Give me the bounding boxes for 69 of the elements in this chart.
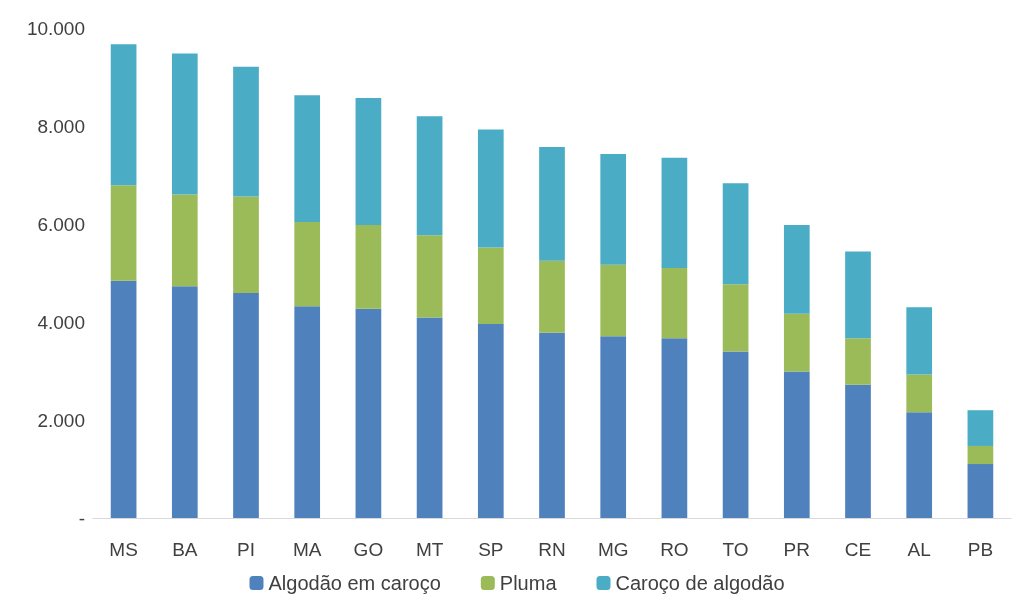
- x-tick-label: RO: [660, 539, 689, 560]
- bar: [967, 464, 994, 518]
- bar: [845, 251, 871, 339]
- bar: [233, 293, 259, 518]
- bar: [967, 445, 994, 465]
- x-tick-label: BA: [172, 539, 198, 560]
- bar: [477, 129, 504, 248]
- bar: [722, 351, 749, 518]
- x-tick-label: AL: [907, 539, 931, 560]
- bar: [661, 338, 688, 518]
- bar: [416, 116, 443, 236]
- bar: [661, 157, 688, 269]
- y-tick-label: 8.000: [37, 115, 85, 137]
- y-tick-label: 10.000: [26, 17, 85, 39]
- bar: [355, 98, 382, 225]
- bar: [600, 153, 627, 265]
- bar: [722, 284, 749, 352]
- bar: [110, 280, 137, 518]
- bar: [539, 332, 565, 518]
- bar: [294, 95, 321, 223]
- bar: [294, 222, 321, 307]
- legend-label: Pluma: [499, 572, 558, 594]
- bar: [171, 194, 198, 287]
- bar: [294, 306, 321, 518]
- bar: [845, 338, 871, 385]
- bar: [539, 147, 565, 261]
- bar: [906, 374, 933, 413]
- legend-label: Caroço de algodão: [615, 572, 785, 594]
- bar: [355, 224, 382, 309]
- bar: [110, 185, 137, 281]
- bar: [416, 317, 443, 518]
- bar: [477, 247, 504, 324]
- bar: [539, 260, 565, 333]
- bar: [171, 286, 198, 518]
- x-tick-label: MG: [597, 539, 629, 560]
- bar: [355, 308, 382, 518]
- x-tick-label: SP: [478, 539, 504, 560]
- bar: [600, 336, 627, 518]
- x-tick-label: CE: [844, 539, 872, 560]
- bar: [783, 313, 810, 372]
- legend-label: Algodão em caroço: [268, 572, 441, 594]
- bar: [845, 384, 871, 518]
- bar: [783, 224, 810, 314]
- x-tick-label: RN: [538, 539, 566, 560]
- bar: [722, 183, 749, 285]
- bar: [783, 371, 810, 518]
- x-tick-label: PI: [237, 539, 255, 560]
- x-tick-label: MT: [415, 539, 444, 560]
- y-tick-label: 4.000: [37, 311, 85, 333]
- bar: [600, 264, 627, 337]
- bar: [906, 412, 933, 518]
- x-tick-label: TO: [722, 539, 749, 560]
- bar: [906, 307, 933, 375]
- x-tick-label: MS: [109, 539, 138, 560]
- y-tick-label: 2.000: [37, 409, 85, 431]
- bar: [171, 53, 198, 195]
- bar: [416, 235, 443, 318]
- bar: [661, 268, 688, 339]
- y-tick-label: 6.000: [37, 213, 85, 235]
- bar: [233, 196, 259, 294]
- bar: [967, 410, 994, 446]
- x-tick-label: PR: [783, 539, 810, 560]
- x-tick-label: MA: [292, 539, 322, 560]
- y-tick-label: -: [78, 507, 85, 529]
- x-tick-label: GO: [353, 539, 384, 560]
- bar: [110, 44, 137, 186]
- bar: [233, 66, 259, 197]
- bar: [477, 323, 504, 518]
- x-tick-label: PB: [967, 539, 994, 560]
